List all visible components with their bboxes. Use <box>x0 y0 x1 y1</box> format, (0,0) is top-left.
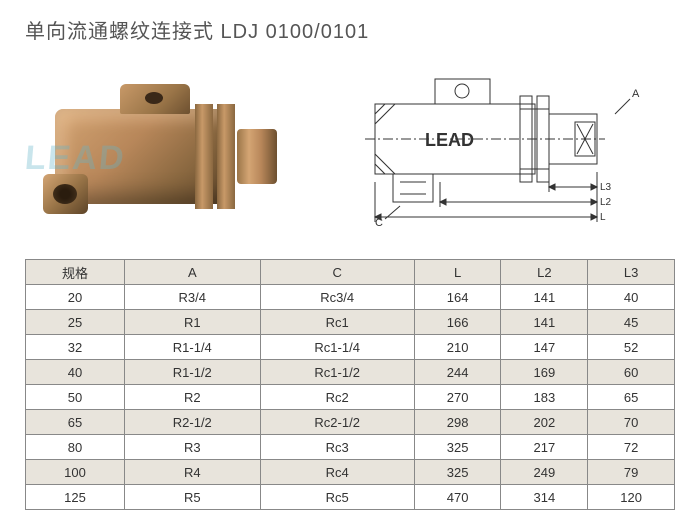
table-row: 20R3/4Rc3/416414140 <box>26 285 675 310</box>
table-cell: 60 <box>588 360 675 385</box>
table-row: 125R5Rc5470314120 <box>26 485 675 510</box>
table-cell: 72 <box>588 435 675 460</box>
table-cell: 166 <box>414 310 501 335</box>
table-cell: 65 <box>588 385 675 410</box>
table-cell: 65 <box>26 410 125 435</box>
col-a: A <box>124 260 260 285</box>
col-spec: 规格 <box>26 260 125 285</box>
watermark-text: LEAD <box>23 139 127 178</box>
technical-diagram: LEAD A C L3 <box>345 64 655 234</box>
table-cell: 325 <box>414 460 501 485</box>
table-row: 65R2-1/2Rc2-1/229820270 <box>26 410 675 435</box>
table-cell: 40 <box>588 285 675 310</box>
table-row: 80R3Rc332521772 <box>26 435 675 460</box>
table-cell: 40 <box>26 360 125 385</box>
table-cell: R3/4 <box>124 285 260 310</box>
table-cell: R2-1/2 <box>124 410 260 435</box>
table-cell: Rc2-1/2 <box>260 410 414 435</box>
table-cell: 217 <box>501 435 588 460</box>
table-cell: 244 <box>414 360 501 385</box>
table-cell: 79 <box>588 460 675 485</box>
svg-text:L3: L3 <box>600 182 612 193</box>
table-header-row: 规格 A C L L2 L3 <box>26 260 675 285</box>
table-cell: R1-1/4 <box>124 335 260 360</box>
col-c: C <box>260 260 414 285</box>
table-cell: 125 <box>26 485 125 510</box>
images-row: LEAD <box>25 54 675 244</box>
product-title: 单向流通螺纹连接式 LDJ 0100/0101 <box>25 15 675 44</box>
table-row: 50R2Rc227018365 <box>26 385 675 410</box>
table-cell: 325 <box>414 435 501 460</box>
table-cell: R4 <box>124 460 260 485</box>
table-cell: 202 <box>501 410 588 435</box>
table-cell: 20 <box>26 285 125 310</box>
table-cell: 183 <box>501 385 588 410</box>
table-cell: 141 <box>501 310 588 335</box>
table-cell: 70 <box>588 410 675 435</box>
table-cell: 25 <box>26 310 125 335</box>
svg-text:L: L <box>600 212 606 223</box>
table-cell: Rc3/4 <box>260 285 414 310</box>
table-cell: 164 <box>414 285 501 310</box>
table-cell: 100 <box>26 460 125 485</box>
table-cell: 470 <box>414 485 501 510</box>
table-cell: 52 <box>588 335 675 360</box>
product-photo: LEAD <box>25 64 285 234</box>
col-l3: L3 <box>588 260 675 285</box>
table-cell: 298 <box>414 410 501 435</box>
table-cell: Rc3 <box>260 435 414 460</box>
table-cell: 120 <box>588 485 675 510</box>
table-cell: 50 <box>26 385 125 410</box>
col-l: L <box>414 260 501 285</box>
table-cell: R2 <box>124 385 260 410</box>
table-cell: R1-1/2 <box>124 360 260 385</box>
table-cell: Rc4 <box>260 460 414 485</box>
table-cell: 270 <box>414 385 501 410</box>
svg-text:L2: L2 <box>600 197 612 208</box>
table-row: 25R1Rc116614145 <box>26 310 675 335</box>
table-row: 40R1-1/2Rc1-1/224416960 <box>26 360 675 385</box>
table-cell: Rc5 <box>260 485 414 510</box>
table-cell: 169 <box>501 360 588 385</box>
table-cell: Rc1 <box>260 310 414 335</box>
table-cell: 80 <box>26 435 125 460</box>
table-cell: R1 <box>124 310 260 335</box>
table-cell: Rc1-1/2 <box>260 360 414 385</box>
table-row: 32R1-1/4Rc1-1/421014752 <box>26 335 675 360</box>
table-cell: 249 <box>501 460 588 485</box>
table-cell: 32 <box>26 335 125 360</box>
table-cell: 45 <box>588 310 675 335</box>
table-cell: 147 <box>501 335 588 360</box>
table-cell: 210 <box>414 335 501 360</box>
table-cell: 314 <box>501 485 588 510</box>
svg-text:LEAD: LEAD <box>425 130 474 150</box>
spec-table: 规格 A C L L2 L3 20R3/4Rc3/41641414025R1Rc… <box>25 259 675 510</box>
col-l2: L2 <box>501 260 588 285</box>
table-cell: R3 <box>124 435 260 460</box>
table-row: 100R4Rc432524979 <box>26 460 675 485</box>
table-cell: Rc1-1/4 <box>260 335 414 360</box>
table-cell: 141 <box>501 285 588 310</box>
table-cell: Rc2 <box>260 385 414 410</box>
table-cell: R5 <box>124 485 260 510</box>
svg-text:A: A <box>632 88 640 100</box>
